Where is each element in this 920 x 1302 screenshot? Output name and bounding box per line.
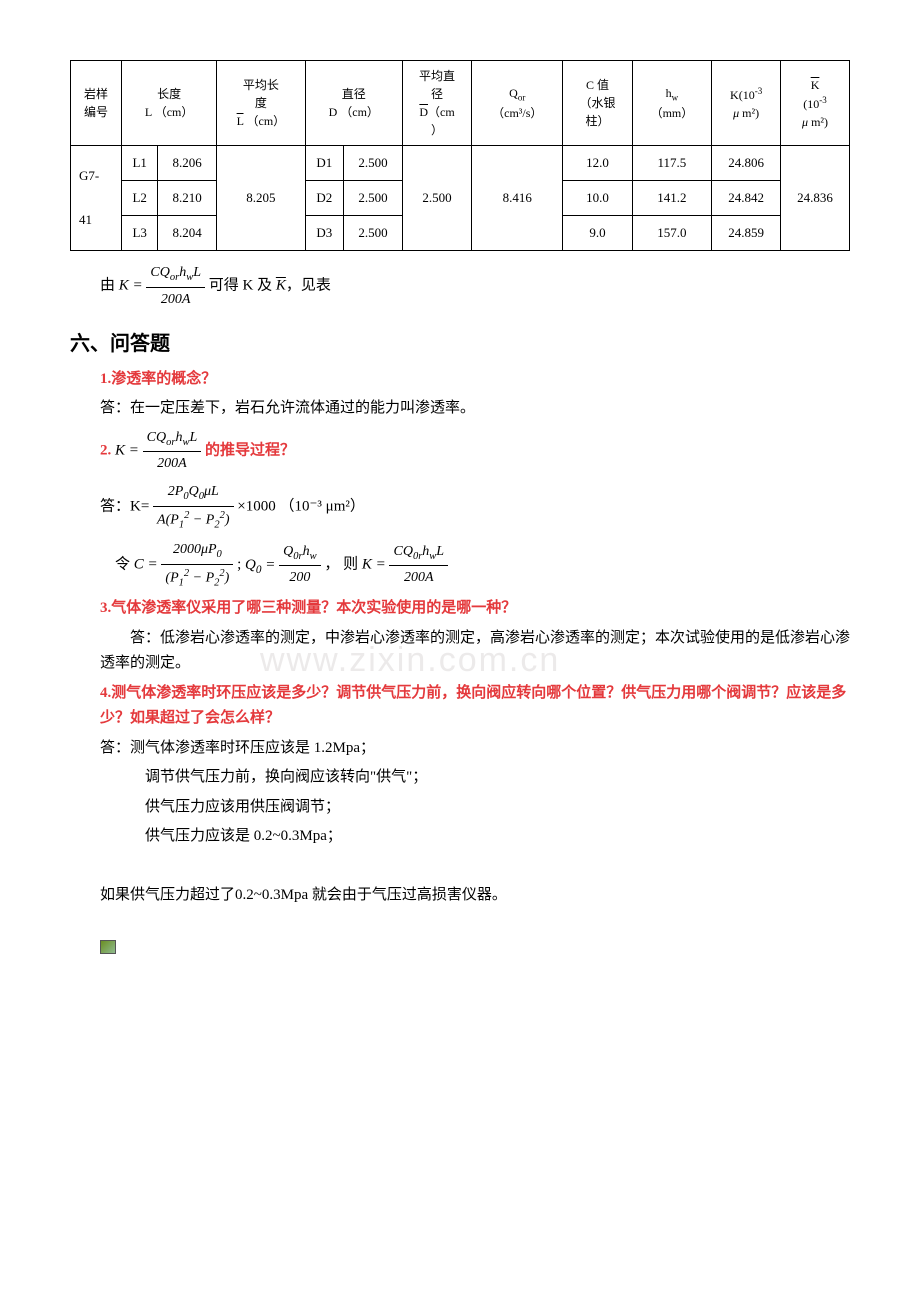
- cell-Lavg: 8.205: [217, 146, 306, 251]
- cell-D-label: D1: [305, 146, 343, 181]
- a4-4: 供气压力应该是 0.2~0.3Mpa；: [145, 824, 850, 850]
- cell-L-label: L2: [122, 181, 158, 216]
- q3: 3.气体渗透率仪采用了哪三种测量？本次实验使用的是哪一种？: [100, 596, 850, 622]
- a2-line2: 令 C = 2000μP0(P12 − P22) ; Q0 = Q0rhw200…: [100, 538, 850, 592]
- cell-L-val: 8.210: [158, 181, 217, 216]
- cell-L-label: L1: [122, 146, 158, 181]
- cell-D-val: 2.500: [344, 216, 403, 251]
- cell-Kbar: 24.836: [781, 146, 850, 251]
- line-formula-result: 由 K = CQorhwL200A 可得 K 及 K，见表: [100, 261, 850, 311]
- hdr-kbar: K(10-3μ m²): [781, 61, 850, 146]
- cell-Davg: 2.500: [402, 146, 471, 251]
- cell-L-val: 8.204: [158, 216, 217, 251]
- a2-line1: 答：K= 2P0Q0μLA(P12 − P22) ×1000 （10⁻³ μm²…: [100, 480, 850, 534]
- table-header-row: 岩样编号 长度L （cm） 平均长度L （cm） 直径D （cm） 平均直径D（…: [71, 61, 850, 146]
- hdr-hw: hw（mm）: [632, 61, 712, 146]
- q1: 1.渗透率的概念？: [100, 367, 850, 393]
- a3: 答：低渗岩心渗透率的测定，中渗岩心渗透率的测定，高渗岩心渗透率的测定；本次试验使…: [100, 626, 850, 677]
- a4-2: 调节供气压力前，换向阀应该转向"供气"；: [145, 765, 850, 791]
- table-row: G7-41 L1 8.206 8.205 D1 2.500 2.500 8.41…: [71, 146, 850, 181]
- cell-D-label: D3: [305, 216, 343, 251]
- embedded-image-icon: [100, 940, 116, 954]
- hdr-diameter: 直径D （cm）: [305, 61, 402, 146]
- a1: 答：在一定压差下，岩石允许流体通过的能力叫渗透率。: [100, 396, 850, 422]
- cell-L-label: L3: [122, 216, 158, 251]
- cell-sample: G7-41: [71, 146, 122, 251]
- cell-C: 12.0: [563, 146, 632, 181]
- cell-D-label: D2: [305, 181, 343, 216]
- section-6-heading: 六、问答题: [70, 327, 850, 361]
- cell-hw: 157.0: [632, 216, 712, 251]
- hdr-avg-diameter: 平均直径D（cm）: [402, 61, 471, 146]
- hdr-length: 长度L （cm）: [122, 61, 217, 146]
- cell-L-val: 8.206: [158, 146, 217, 181]
- hdr-avg-length: 平均长度L （cm）: [217, 61, 306, 146]
- cell-C: 10.0: [563, 181, 632, 216]
- a4-5: 如果供气压力超过了0.2~0.3Mpa 就会由于气压过高损害仪器。: [100, 883, 850, 909]
- cell-Qor: 8.416: [472, 146, 563, 251]
- cell-K: 24.806: [712, 146, 781, 181]
- cell-hw: 141.2: [632, 181, 712, 216]
- hdr-c: C 值（水银柱）: [563, 61, 632, 146]
- cell-C: 9.0: [563, 216, 632, 251]
- q4: 4.测气体渗透率时环压应该是多少？调节供气压力前，换向阀应转向哪个位置？供气压力…: [100, 681, 850, 732]
- cell-D-val: 2.500: [344, 181, 403, 216]
- cell-K: 24.842: [712, 181, 781, 216]
- cell-K: 24.859: [712, 216, 781, 251]
- cell-hw: 117.5: [632, 146, 712, 181]
- hdr-k: K(10-3μ m²): [712, 61, 781, 146]
- a4-3: 供气压力应该用供压阀调节；: [145, 795, 850, 821]
- hdr-sample: 岩样编号: [71, 61, 122, 146]
- data-table: 岩样编号 长度L （cm） 平均长度L （cm） 直径D （cm） 平均直径D（…: [70, 60, 850, 251]
- q2: 2. K = CQorhwL200A 的推导过程？: [100, 426, 850, 476]
- cell-D-val: 2.500: [344, 146, 403, 181]
- a4-1: 答：测气体渗透率时环压应该是 1.2Mpa；: [100, 736, 850, 762]
- hdr-qor: Qor（cm³/s）: [472, 61, 563, 146]
